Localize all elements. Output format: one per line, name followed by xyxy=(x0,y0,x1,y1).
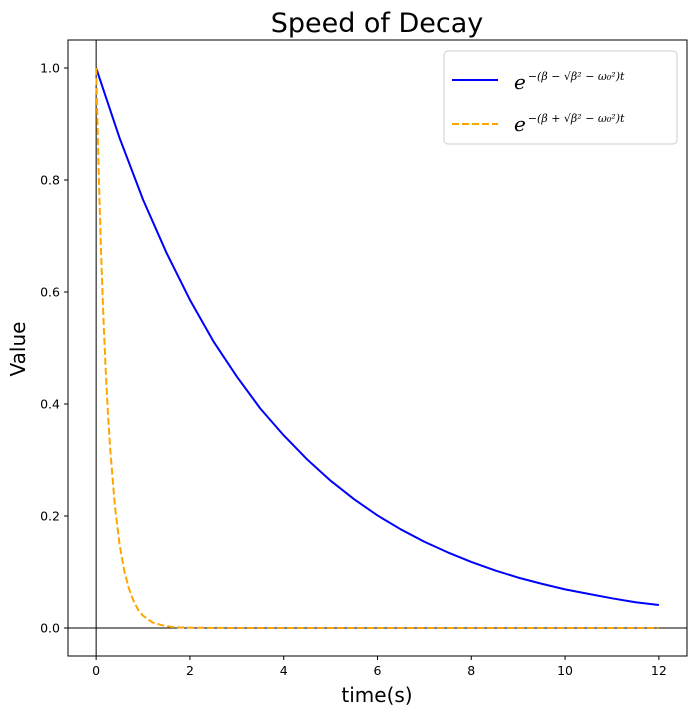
y-tick-label: 0.8 xyxy=(40,173,60,188)
y-axis-label: Value xyxy=(6,322,30,377)
x-tick-label: 4 xyxy=(280,663,288,678)
legend-label-series-1: e −(β − √β² − ω₀²)t xyxy=(514,70,625,94)
legend-label-series-2-base: e xyxy=(514,112,526,136)
y-tick-label: 0.0 xyxy=(40,621,60,636)
legend-box xyxy=(443,50,678,145)
x-tick-label: 8 xyxy=(467,663,475,678)
x-tick-label: 6 xyxy=(374,663,382,678)
legend-label-series-1-base: e xyxy=(514,70,526,94)
axes-frame xyxy=(67,39,688,657)
y-tick-label: 1.0 xyxy=(40,61,60,76)
legend: e −(β − √β² − ω₀²)t e −(β + √β² − ω₀²)t xyxy=(443,50,678,145)
y-tick-label: 0.4 xyxy=(40,397,60,412)
series-layer xyxy=(95,67,659,629)
x-tick-label: 12 xyxy=(651,663,667,678)
legend-label-series-1-exponent: −(β − √β² − ω₀²)t xyxy=(528,70,625,83)
y-tick-label: 0.6 xyxy=(40,285,60,300)
x-tick-label: 10 xyxy=(557,663,573,678)
legend-label-series-2: e −(β + √β² − ω₀²)t xyxy=(514,112,625,136)
chart-title: Speed of Decay xyxy=(271,8,484,39)
x-tick-label: 0 xyxy=(92,663,100,678)
ticks-layer: 0 2 4 6 8 10 12 0.0 0.2 0.4 0.6 0.8 1.0 xyxy=(40,61,667,679)
series-line-2 xyxy=(95,67,659,629)
x-tick-label: 2 xyxy=(186,663,194,678)
x-axis-label: time(s) xyxy=(341,683,412,707)
legend-label-series-2-exponent: −(β + √β² − ω₀²)t xyxy=(528,112,625,125)
y-tick-label: 0.2 xyxy=(40,509,60,524)
series-line-1 xyxy=(95,67,659,607)
